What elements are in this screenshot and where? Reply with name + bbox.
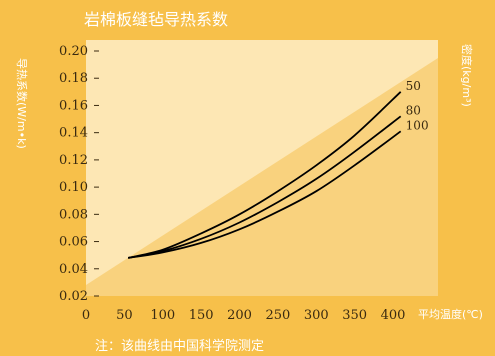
- y-axis: 0.02 0.04 0.06 0.08 0.10 0.12 0.14 0.16 0.18 0.20: [59, 44, 99, 304]
- x-tick-label: 50: [116, 308, 133, 323]
- legend-title: 密度(kg/m³): [460, 44, 474, 107]
- series-line-80: [128, 115, 402, 259]
- x-tick-label: 0: [82, 308, 90, 323]
- series-label-100: 100: [406, 118, 429, 132]
- x-tick-label: 150: [189, 308, 214, 323]
- y-tick-label: 0.20: [59, 44, 88, 59]
- y-tick-label: 0.10: [59, 180, 88, 195]
- series-line-100: [128, 130, 402, 259]
- x-tick-label: 250: [265, 308, 290, 323]
- plot-area-shaded-region: [86, 58, 438, 296]
- x-tick-label: 350: [342, 308, 367, 323]
- x-axis-label: 平均温度(℃): [418, 307, 483, 321]
- y-tick-label: 0.12: [59, 153, 88, 168]
- series-label-50: 50: [406, 79, 421, 93]
- chart-title: 岩棉板缝毡导热系数: [84, 10, 228, 29]
- y-tick-label: 0.18: [59, 71, 88, 86]
- x-tick-label: 200: [227, 308, 252, 323]
- series-label-80: 80: [406, 103, 421, 117]
- y-axis-label: 导热系数(W/m•k): [15, 58, 28, 149]
- y-tick-label: 0.08: [59, 207, 88, 222]
- y-tick-label: 0.06: [59, 235, 88, 250]
- x-axis: 0 50 100 150 200 250 300 350 400: [82, 308, 406, 323]
- y-tick-label: 0.14: [59, 126, 88, 141]
- x-tick-label: 300: [304, 308, 329, 323]
- footnote: 注：该曲线由中国科学院测定: [95, 338, 264, 354]
- x-tick-label: 100: [150, 308, 175, 323]
- y-tick-label: 0.16: [59, 98, 88, 113]
- x-tick-label: 400: [381, 308, 406, 323]
- series-line-50: [127, 91, 402, 259]
- y-tick-label: 0.04: [59, 262, 88, 277]
- y-tick-label: 0.02: [59, 289, 88, 304]
